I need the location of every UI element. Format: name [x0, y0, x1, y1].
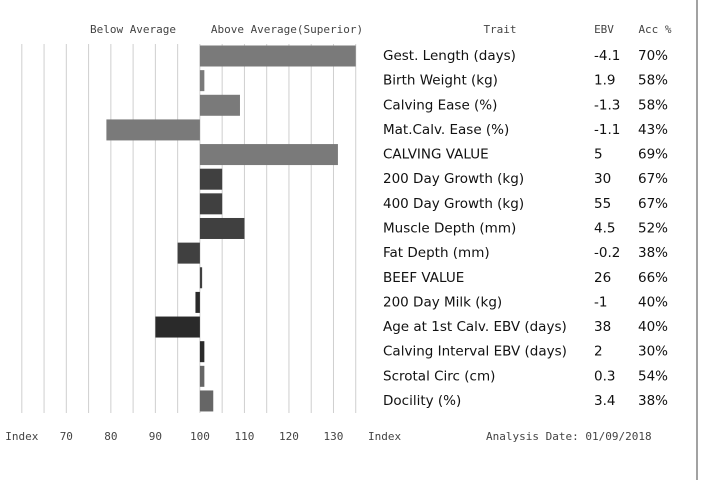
trait-label: 400 Day Growth (kg) [383, 196, 524, 212]
acc-value: 30% [638, 344, 668, 360]
bar [199, 341, 205, 363]
bar [106, 119, 200, 141]
ebv-value: -1 [594, 294, 607, 310]
acc-value: 40% [638, 294, 668, 310]
ebv-value: 5 [594, 147, 603, 163]
ebv-value: 55 [594, 196, 611, 212]
trait-label: Muscle Depth (mm) [383, 220, 516, 236]
x-tick-label: 120 [279, 430, 299, 443]
bar [199, 144, 338, 166]
trait-label: CALVING VALUE [383, 147, 489, 163]
bar [199, 193, 223, 215]
ebv-value: 26 [594, 270, 611, 286]
trait-label: Age at 1st Calv. EBV (days) [383, 319, 567, 335]
ebv-value: 0.3 [594, 368, 615, 384]
x-tick-label: 130 [324, 430, 344, 443]
bar [195, 291, 200, 313]
x-tick-label: 80 [104, 430, 117, 443]
trait-label: Docility (%) [383, 393, 461, 409]
acc-value: 58% [638, 97, 668, 113]
bar [199, 390, 214, 412]
acc-value: 54% [638, 368, 668, 384]
ebv-value: -4.1 [594, 48, 620, 64]
bar [199, 94, 240, 116]
x-tick-label: 70 [60, 430, 73, 443]
trait-label: Mat.Calv. Ease (%) [383, 122, 509, 138]
ebv-value: -0.2 [594, 245, 620, 261]
trait-label: 200 Day Milk (kg) [383, 294, 502, 310]
acc-value: 67% [638, 171, 668, 187]
bar [199, 70, 205, 92]
ebv-value: 3.4 [594, 393, 615, 409]
ebv-value: 1.9 [594, 73, 615, 89]
bar [155, 316, 200, 338]
acc-value: 38% [638, 393, 668, 409]
x-tick-label: 110 [234, 430, 254, 443]
ebv-value: -1.1 [594, 122, 620, 138]
trait-label: Birth Weight (kg) [383, 73, 498, 89]
ebv-value: 4.5 [594, 220, 615, 236]
acc-value: 66% [638, 270, 668, 286]
acc-value: 52% [638, 220, 668, 236]
trait-label: Gest. Length (days) [383, 48, 516, 64]
ebv-value: 38 [594, 319, 611, 335]
ebv-value: 30 [594, 171, 611, 187]
bar [199, 217, 245, 239]
bar [199, 45, 356, 67]
bar [199, 267, 203, 289]
acc-value: 69% [638, 147, 668, 163]
x-tick-label: Index [5, 430, 38, 443]
x-tick-label: 100 [190, 430, 210, 443]
acc-value: 40% [638, 319, 668, 335]
trait-label: BEEF VALUE [383, 270, 464, 286]
x-axis-label: Index [368, 430, 401, 443]
acc-value: 67% [638, 196, 668, 212]
column-header: EBV [594, 23, 614, 36]
bar [199, 365, 205, 387]
trait-label: 200 Day Growth (kg) [383, 171, 524, 187]
bar [199, 168, 223, 190]
acc-value: 58% [638, 73, 668, 89]
left-label: Below Average [90, 23, 176, 36]
acc-value: 70% [638, 48, 668, 64]
right-label: Above Average(Superior) [211, 23, 363, 36]
trait-label: Calving Ease (%) [383, 97, 497, 113]
trait-label: Fat Depth (mm) [383, 245, 490, 261]
analysis-date: Analysis Date: 01/09/2018 [486, 430, 652, 443]
x-tick-label: 90 [149, 430, 162, 443]
acc-value: 43% [638, 122, 668, 138]
ebv-value: -1.3 [594, 97, 620, 113]
bar [177, 242, 200, 264]
trait-label: Calving Interval EBV (days) [383, 344, 567, 360]
ebv-value: 2 [594, 344, 603, 360]
trait-label: Scrotal Circ (cm) [383, 368, 495, 384]
acc-value: 38% [638, 245, 668, 261]
column-header: Trait [483, 23, 516, 36]
column-header: Acc % [638, 23, 671, 36]
